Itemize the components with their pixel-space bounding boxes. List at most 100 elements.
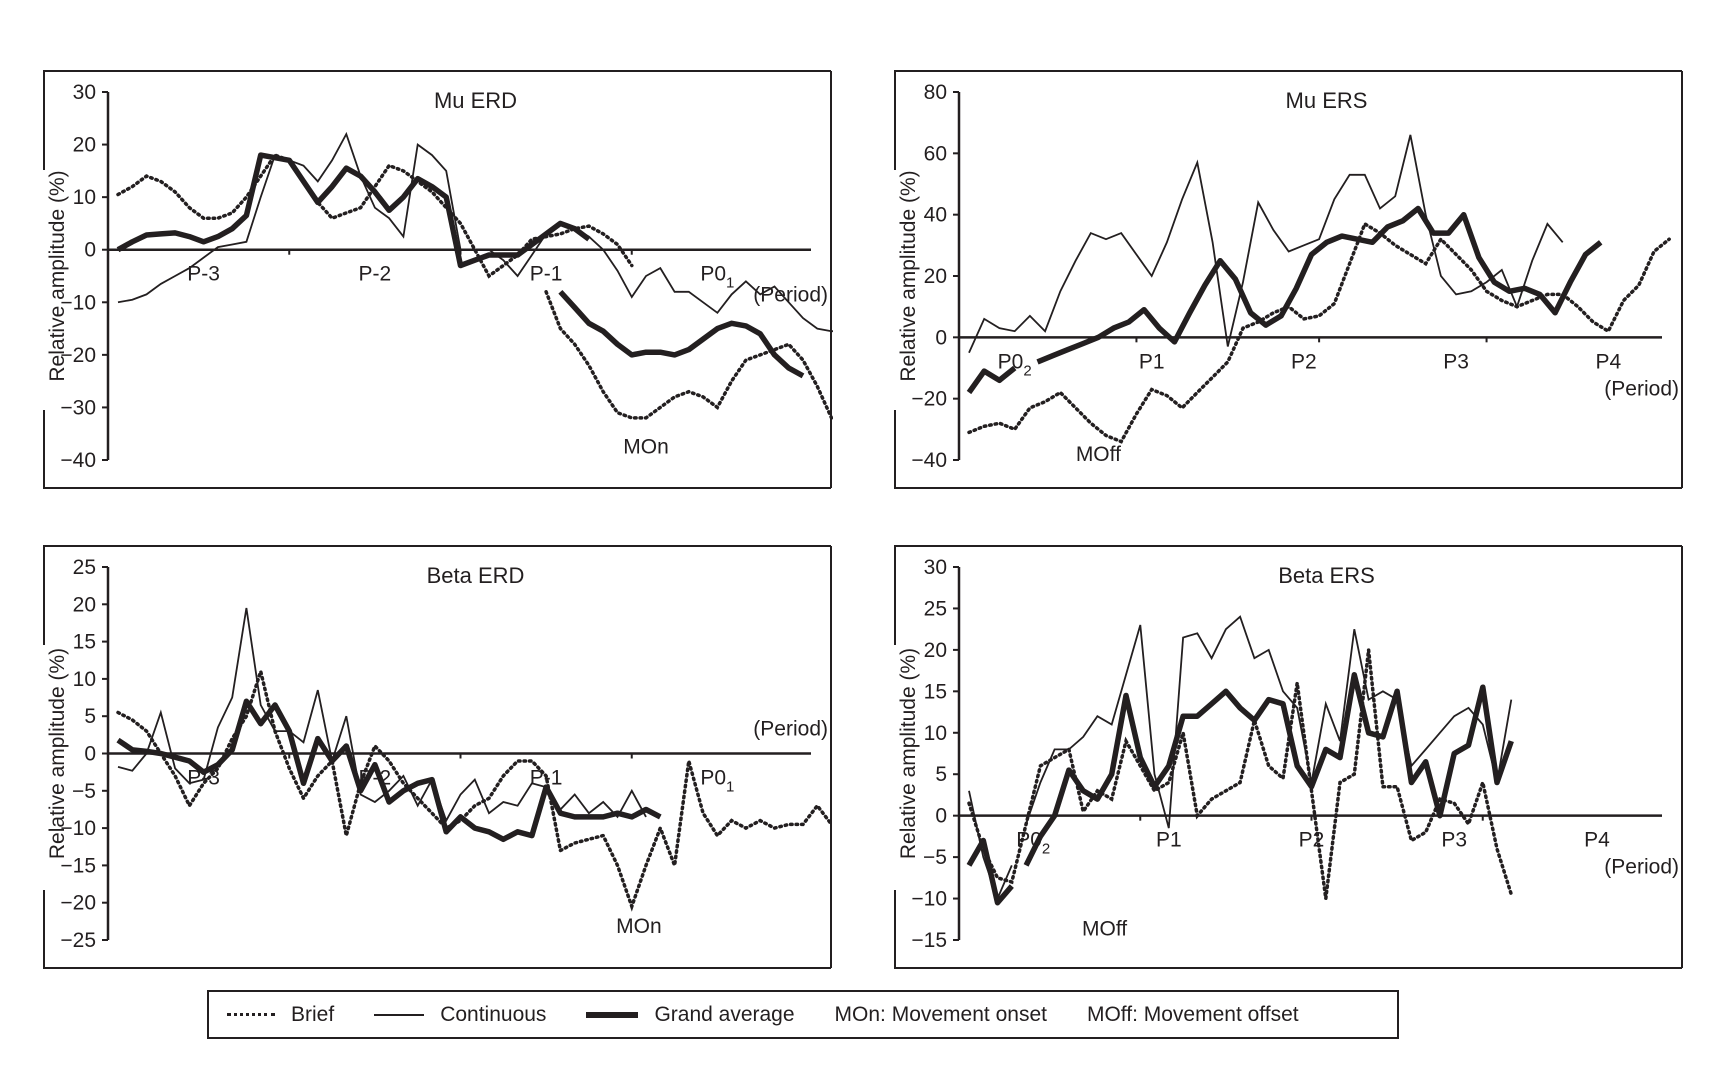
y-tick-label: 15 xyxy=(924,680,947,703)
y-tick-label: 15 xyxy=(73,631,96,654)
chart-title: Beta ERS xyxy=(1278,563,1375,588)
legend-swatch-thin xyxy=(374,1013,425,1016)
legend-label: Continuous xyxy=(440,1002,547,1026)
y-tick-label: 0 xyxy=(84,743,96,766)
y-tick-label: −20 xyxy=(60,892,96,915)
legend-swatch-dotted xyxy=(227,1013,275,1016)
period-label: P-2 xyxy=(359,263,392,286)
legend-item-moff: MOff: Movement offset xyxy=(1087,1003,1299,1027)
y-tick-label: 0 xyxy=(935,805,947,828)
series-line-grand-average xyxy=(1023,672,1514,867)
y-tick-label: 0 xyxy=(935,326,947,349)
period-label-subscript: 1 xyxy=(726,779,734,796)
period-label-subscript: 2 xyxy=(1042,841,1050,858)
period-label: P01 xyxy=(700,767,734,796)
y-tick-label: −25 xyxy=(60,929,96,952)
chart-title: Beta ERD xyxy=(427,563,525,588)
legend-item-brief: Brief xyxy=(227,1003,334,1027)
period-label-subscript: 2 xyxy=(1023,362,1031,379)
period-label: P3 xyxy=(1443,350,1469,373)
period-label-subscript: 1 xyxy=(726,275,734,292)
period-label: P-3 xyxy=(187,767,220,790)
chart-svg: 30 20 10 0 −10 −20 −30 −40 Relative amplitude (%… xyxy=(43,70,846,489)
y-tick-label: 5 xyxy=(84,705,96,728)
series-line-grand-average xyxy=(116,698,662,843)
legend-label: MOn: Movement onset xyxy=(834,1002,1047,1026)
y-tick-label: 30 xyxy=(924,556,947,579)
chart-mu-erd: 30 20 10 0 −10 −20 −30 −40 Relative amplitude (%… xyxy=(43,70,846,490)
y-tick-label: −10 xyxy=(60,291,96,314)
legend-label: Brief xyxy=(291,1002,335,1026)
chart-svg: 25 20 15 10 5 0 −5 −10 −15 −20 −25 Relative amplitu… xyxy=(43,545,834,969)
y-tick-label: 20 xyxy=(924,265,947,288)
x-axis-label: (Period) xyxy=(753,718,828,741)
chart-beta-erd: 25 20 15 10 5 0 −5 −10 −15 −20 −25 Relative amplitu… xyxy=(43,545,834,970)
y-axis-label: Relative amplitude (%) xyxy=(897,170,920,381)
y-tick-label: 25 xyxy=(73,556,96,579)
y-tick-label: 20 xyxy=(73,593,96,616)
y-tick-label: 10 xyxy=(73,186,96,209)
y-tick-label: 30 xyxy=(73,81,96,104)
chart-svg: 30 25 20 15 10 5 0 −5 −10 −15 Relative amplitude (… xyxy=(894,545,1683,969)
chart-mu-ers: 80 60 40 20 0 −20 −40 Relative amplitude (%) Mu … xyxy=(894,70,1684,490)
y-tick-label: −10 xyxy=(911,888,947,911)
x-axis-label: (Period) xyxy=(1604,856,1679,879)
period-label: P-1 xyxy=(530,767,563,790)
y-tick-label: −5 xyxy=(72,780,96,803)
period-label: P3 xyxy=(1441,829,1467,852)
y-tick-label: 60 xyxy=(924,142,947,165)
series-line-continuous xyxy=(1025,615,1513,829)
y-tick-label: −10 xyxy=(60,817,96,840)
y-tick-label: 40 xyxy=(924,204,947,227)
y-tick-label: 20 xyxy=(924,639,947,662)
legend-item-mon: MOn: Movement onset xyxy=(835,1003,1047,1027)
series-line-continuous xyxy=(968,134,1564,354)
series-line-continuous xyxy=(117,131,846,333)
y-axis-label: Relative amplitude (%) xyxy=(46,170,69,381)
event-label: MOn xyxy=(623,435,669,458)
legend-label: MOff: Movement offset xyxy=(1086,1002,1299,1026)
series-line-grand-average xyxy=(966,837,1014,906)
y-tick-label: −15 xyxy=(911,929,947,952)
period-label: P-1 xyxy=(530,263,563,286)
y-tick-label: −30 xyxy=(60,396,96,419)
y-tick-label: 25 xyxy=(924,597,947,620)
period-label: P01 xyxy=(700,263,734,292)
series-line-brief xyxy=(116,152,634,279)
chart-beta-ers: 30 25 20 15 10 5 0 −5 −10 −15 Relative amplitude (… xyxy=(894,545,1684,970)
period-label: P2 xyxy=(1291,350,1317,373)
chart-svg: 80 60 40 20 0 −20 −40 Relative amplitude (%) Mu … xyxy=(894,70,1683,489)
period-label: P2 xyxy=(1299,829,1325,852)
legend: Brief Continuous Grand average MOn: Move… xyxy=(207,990,1399,1039)
legend-item-grand-average: Grand average xyxy=(586,1002,795,1027)
series-line-grand-average xyxy=(116,152,591,269)
y-axis-label: Relative amplitude (%) xyxy=(897,648,920,859)
y-tick-label: −15 xyxy=(60,854,96,877)
chart-title: Mu ERS xyxy=(1286,88,1368,113)
legend-item-continuous: Continuous xyxy=(374,1003,546,1027)
chart-title: Mu ERD xyxy=(434,88,517,113)
period-label: P1 xyxy=(1139,350,1165,373)
period-label: P-3 xyxy=(187,263,220,286)
period-label: P-2 xyxy=(359,767,392,790)
series-line-brief xyxy=(967,649,1514,899)
y-tick-label: −20 xyxy=(60,344,96,367)
y-tick-label: −40 xyxy=(911,449,947,472)
y-tick-label: 10 xyxy=(73,668,96,691)
y-tick-label: 20 xyxy=(73,134,96,157)
y-tick-label: −5 xyxy=(923,846,947,869)
x-axis-label: (Period) xyxy=(1604,377,1679,400)
y-axis-label: Relative amplitude (%) xyxy=(46,648,69,859)
legend-label: Grand average xyxy=(654,1002,795,1026)
series-line-grand-average xyxy=(558,289,805,379)
y-tick-label: 10 xyxy=(924,722,947,745)
x-axis-label: (Period) xyxy=(753,284,828,307)
period-label: P4 xyxy=(1584,829,1610,852)
y-tick-label: 5 xyxy=(935,763,947,786)
series-line-brief xyxy=(544,290,834,420)
y-tick-label: 0 xyxy=(84,239,96,262)
legend-swatch-thick xyxy=(586,1011,639,1018)
event-label: MOff xyxy=(1082,918,1127,941)
period-label: P4 xyxy=(1595,350,1621,373)
event-label: MOff xyxy=(1076,443,1121,466)
